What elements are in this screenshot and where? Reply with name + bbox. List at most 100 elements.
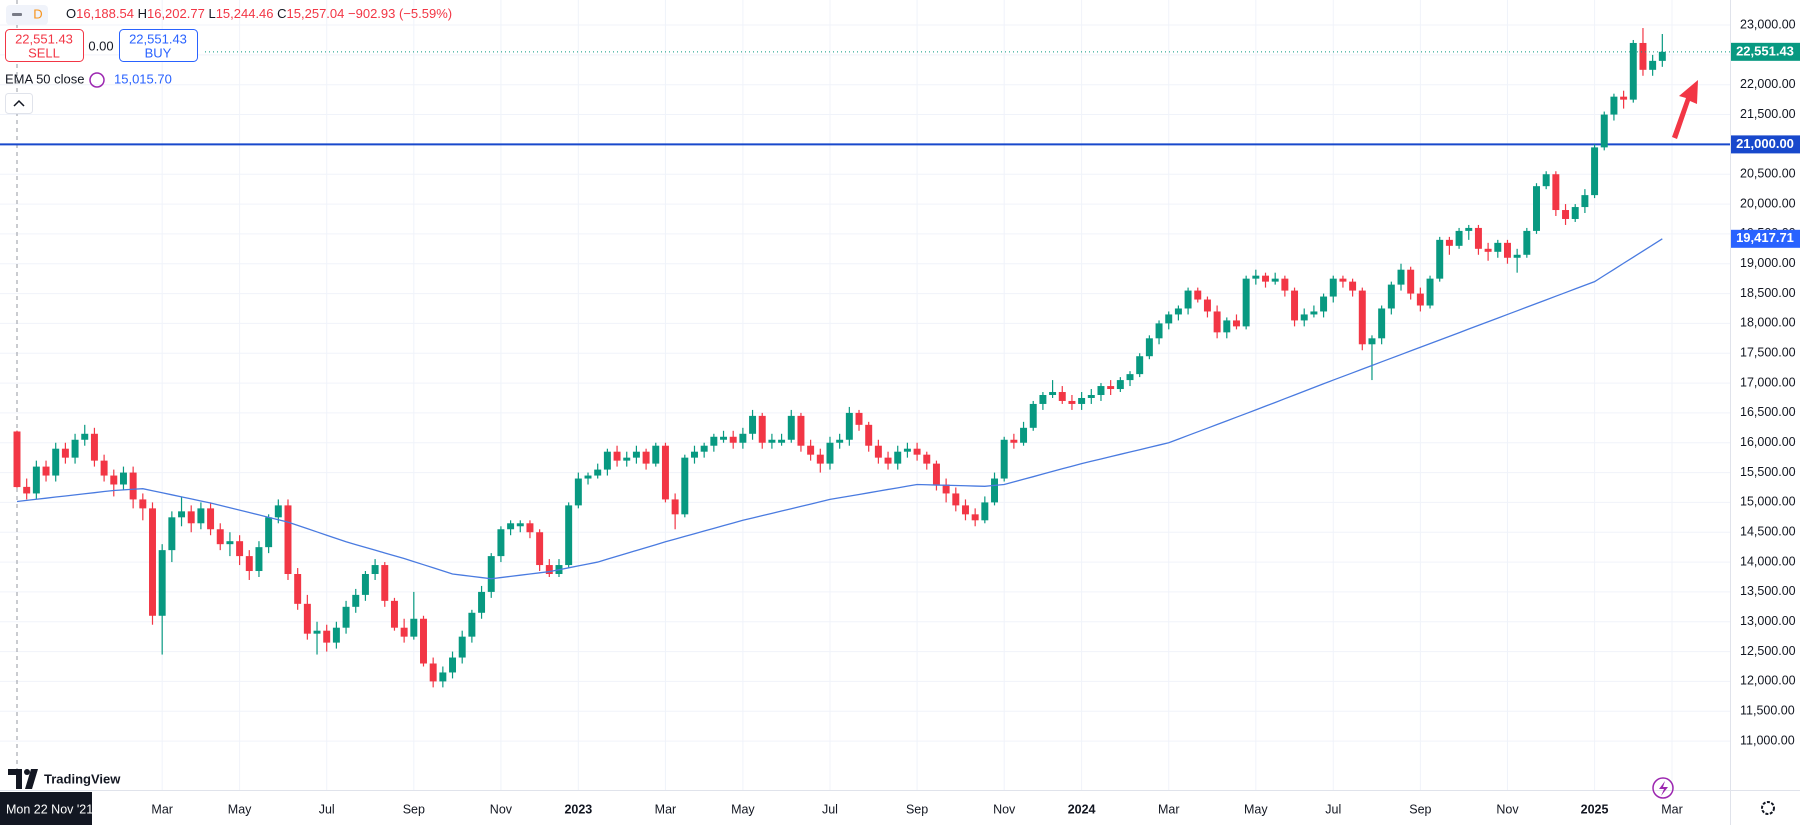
candle-body (390, 600, 398, 628)
candle-body (1155, 323, 1163, 339)
candle-body (1436, 239, 1444, 279)
candle-body (1513, 254, 1521, 258)
collapse-button[interactable] (5, 93, 33, 114)
ohlc-value: 16,188.54 (76, 6, 134, 21)
interval-button[interactable] (6, 5, 48, 25)
candle-body (1542, 174, 1550, 187)
x-tick-label: May (1244, 802, 1268, 816)
x-tick-label: Sep (906, 802, 928, 816)
brand-logo (8, 769, 38, 789)
candle-body (236, 541, 244, 557)
candle-body (1107, 386, 1115, 390)
y-tick-label: 16,000.00 (1740, 435, 1796, 449)
candle-body (507, 523, 515, 530)
candle-body (487, 556, 495, 592)
candle-body (1049, 392, 1057, 395)
buy-button[interactable] (119, 29, 198, 62)
settings-button[interactable] (1761, 801, 1775, 815)
candle-body (420, 618, 427, 664)
candle-body (1474, 227, 1482, 249)
candle-body (1600, 114, 1608, 148)
candle-body (1223, 320, 1231, 333)
candle-body (371, 565, 379, 575)
candle-body (52, 448, 60, 476)
candle-body (342, 606, 350, 628)
candle-body (1629, 42, 1637, 100)
candle-body (942, 484, 950, 494)
candle-body (855, 412, 863, 425)
candle-body (526, 523, 534, 533)
candle-body (971, 514, 979, 521)
x-tick-label: Jul (822, 802, 838, 816)
candle-body (323, 630, 331, 643)
candle-body (429, 663, 437, 682)
candle-body (197, 508, 205, 524)
candle-body (1136, 356, 1144, 375)
candle-body (1610, 96, 1618, 115)
y-tick-label: 23,000.00 (1740, 17, 1796, 31)
candle-body (1503, 242, 1511, 258)
candle-body (1291, 290, 1299, 321)
candle-body (274, 505, 282, 518)
y-tick-label: 15,000.00 (1740, 495, 1796, 509)
candle-body (981, 502, 989, 521)
hline-tag-bg (1731, 135, 1800, 154)
candle-body (1397, 269, 1405, 285)
candle-body (178, 511, 186, 518)
last-price-tag-bg (1731, 42, 1800, 61)
candle-body (1213, 311, 1221, 333)
candle-body (884, 457, 892, 464)
brand: TradingView (44, 771, 121, 786)
candle-body (710, 436, 718, 446)
candle-body (961, 505, 969, 515)
candle-body (478, 591, 486, 613)
candle-body (100, 460, 108, 476)
sell-button[interactable] (5, 29, 84, 62)
candle-body (410, 618, 418, 637)
candle-body (1445, 239, 1453, 246)
grid (0, 0, 1730, 790)
candle-body (1533, 186, 1540, 231)
x-tick-label: 2025 (1581, 802, 1609, 816)
y-tick-label: 13,000.00 (1740, 614, 1796, 628)
candle-body (1087, 395, 1095, 398)
candle-body (652, 445, 660, 464)
y-tick-label: 11,500.00 (1740, 704, 1795, 718)
candle-body (468, 612, 476, 637)
candle-body (1184, 290, 1192, 309)
candle-body (1581, 195, 1589, 208)
x-tick-label: Jul (1325, 802, 1341, 816)
ohlc-value: 16,202.77 (147, 6, 205, 21)
candle-body (1000, 439, 1008, 479)
candle-body (913, 448, 921, 455)
candle-body (110, 475, 118, 485)
candle-body (952, 493, 960, 506)
y-tick-label: 21,500.00 (1740, 107, 1796, 121)
candle-body (400, 627, 408, 637)
candle-body (1416, 293, 1424, 306)
candle-body (903, 448, 911, 452)
ohlc-value: 15,257.04 (287, 6, 345, 21)
last-price-tag: 22,551.43 (1736, 43, 1794, 58)
candle-body (565, 505, 573, 566)
candle-body (1484, 248, 1492, 252)
candle-body (1407, 269, 1415, 294)
candle-body (381, 565, 389, 601)
candle-body (1262, 275, 1269, 282)
candle-body (894, 451, 902, 464)
candle-body (1426, 278, 1434, 306)
candle-body (216, 529, 224, 545)
ema-tag-bg (1731, 229, 1800, 248)
y-tick-label: 12,000.00 (1740, 674, 1796, 688)
indicator-icon[interactable] (89, 72, 105, 88)
candle-body (1368, 338, 1376, 345)
candle-body (797, 415, 805, 446)
candle-body (32, 466, 40, 494)
candle-body (265, 517, 273, 548)
candle-body (681, 457, 689, 515)
candle-body (1281, 278, 1289, 291)
ema-tag: 19,417.71 (1736, 230, 1794, 245)
candle-body (1387, 284, 1395, 309)
candle-body (23, 486, 31, 494)
lightning-button[interactable] (1652, 777, 1674, 799)
